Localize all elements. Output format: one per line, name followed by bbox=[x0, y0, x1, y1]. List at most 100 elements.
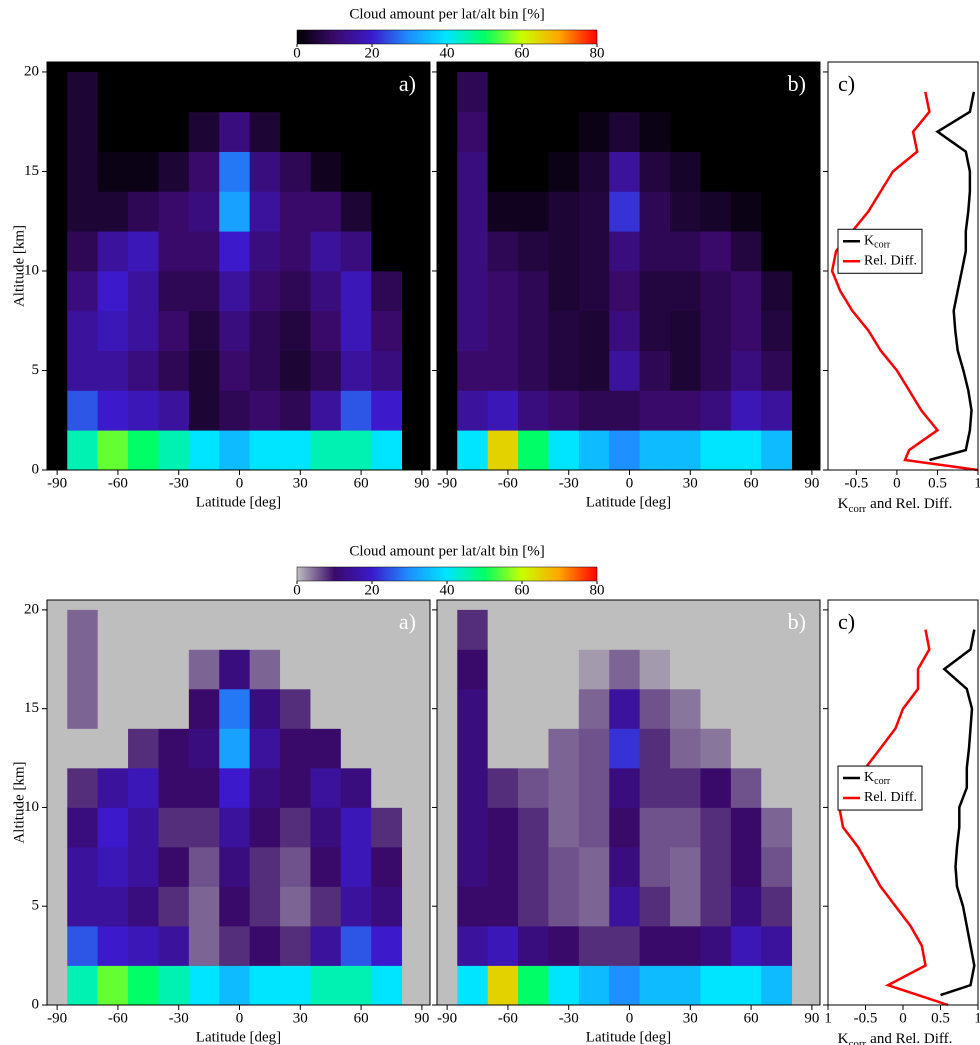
heatmap-cell bbox=[188, 925, 220, 966]
heatmap-cell bbox=[730, 649, 762, 690]
heatmap-cell bbox=[219, 649, 251, 690]
heatmap-cell bbox=[578, 649, 610, 690]
heatmap-cell bbox=[487, 390, 519, 431]
heatmap-cell bbox=[249, 925, 281, 966]
heatmap-cell bbox=[310, 965, 342, 1006]
heatmap-cell bbox=[188, 191, 220, 232]
heatmap-cell bbox=[639, 111, 671, 152]
x-axis-label-part: K bbox=[838, 496, 849, 512]
heatmap-cell bbox=[639, 270, 671, 312]
x-tick-label: -90 bbox=[47, 1010, 67, 1026]
heatmap-cell bbox=[700, 886, 732, 927]
x-axis-label: Latitude [deg] bbox=[196, 494, 281, 510]
heatmap-cell bbox=[670, 71, 701, 113]
x-axis-label: Kcorr and Rel. Diff. bbox=[838, 1031, 953, 1045]
x-tick-label: -30 bbox=[559, 475, 579, 491]
heatmap-cell bbox=[371, 807, 403, 848]
heatmap-cell bbox=[128, 886, 159, 927]
heatmap-cell bbox=[310, 231, 342, 272]
heatmap-cell bbox=[457, 390, 489, 431]
heatmap-cell bbox=[609, 231, 641, 272]
heatmap-cell bbox=[548, 350, 580, 391]
heatmap-cell bbox=[548, 767, 580, 808]
heatmap-cell bbox=[670, 767, 701, 808]
heatmap-cell bbox=[67, 688, 99, 729]
heatmap-cell bbox=[639, 390, 671, 431]
heatmap-cell bbox=[761, 728, 793, 769]
heatmap-cell bbox=[578, 191, 610, 232]
colorbar-title: Cloud amount per lat/alt bin [%] bbox=[349, 543, 544, 559]
heatmap-cell bbox=[97, 649, 129, 690]
x-tick-label: -30 bbox=[559, 1010, 579, 1026]
heatmap-cell bbox=[457, 231, 489, 272]
heatmap-cell bbox=[639, 310, 671, 351]
heatmap-cell bbox=[128, 390, 159, 431]
heatmap-cell bbox=[97, 191, 129, 232]
profile-line bbox=[929, 91, 976, 462]
heatmap-cell bbox=[670, 390, 701, 431]
heatmap-cell bbox=[730, 430, 762, 471]
heatmap-cell bbox=[188, 350, 220, 391]
heatmap-cell bbox=[730, 965, 762, 1006]
heatmap-cell bbox=[578, 231, 610, 272]
heatmap-cell bbox=[97, 430, 129, 471]
heatmap-cell bbox=[578, 846, 610, 887]
heatmap-cell bbox=[97, 270, 129, 312]
heatmap-cell bbox=[128, 767, 159, 808]
x-tick-label: 60 bbox=[744, 475, 759, 491]
heatmap-cell bbox=[578, 807, 610, 848]
heatmap-cell bbox=[249, 111, 281, 152]
heatmap-cell bbox=[700, 231, 732, 272]
heatmap-cell bbox=[578, 925, 610, 966]
heatmap-cell bbox=[371, 390, 403, 431]
x-axis-label-part: corr bbox=[848, 1038, 866, 1045]
heatmap-cell bbox=[487, 965, 519, 1006]
heatmap-cell bbox=[280, 609, 311, 650]
heatmap-cell bbox=[548, 111, 580, 152]
x-tick-label: -60 bbox=[108, 475, 128, 491]
heatmap-cell bbox=[219, 270, 251, 312]
heatmap-cell bbox=[639, 350, 671, 391]
heatmap-cell bbox=[639, 767, 671, 808]
y-tick-label: 10 bbox=[24, 799, 39, 815]
legend-box bbox=[837, 228, 923, 274]
heatmap-cell bbox=[340, 350, 372, 391]
heatmap-cell bbox=[219, 965, 251, 1006]
heatmap-cell bbox=[219, 728, 251, 769]
heatmap-cell bbox=[730, 310, 762, 351]
x-tick-label: 0 bbox=[236, 475, 244, 491]
heatmap-cell bbox=[730, 231, 762, 272]
heatmap-cell bbox=[219, 71, 251, 113]
y-axis-label: Altitude [km] bbox=[11, 761, 27, 843]
heatmap-cell bbox=[128, 111, 159, 152]
heatmap-cell bbox=[730, 767, 762, 808]
heatmap-cell bbox=[518, 231, 549, 272]
heatmap-cell bbox=[670, 846, 701, 887]
x-axis-label-part: and Rel. Diff. bbox=[870, 496, 952, 512]
heatmap-cell bbox=[548, 688, 580, 729]
heatmap-cell bbox=[578, 767, 610, 808]
heatmap-cell bbox=[457, 430, 489, 471]
heatmap-cell bbox=[639, 846, 671, 887]
heatmap-cell bbox=[518, 350, 549, 391]
heatmap-cell bbox=[158, 609, 190, 650]
y-tick-label: 5 bbox=[32, 898, 40, 914]
x-tick-label: -30 bbox=[169, 1010, 189, 1026]
heatmap-cell bbox=[219, 350, 251, 391]
heatmap-cell bbox=[97, 310, 129, 351]
y-tick-label: 15 bbox=[24, 700, 39, 716]
heatmap-cell bbox=[670, 111, 701, 152]
heatmap-cell bbox=[280, 430, 311, 471]
legend-subscript: corr bbox=[874, 240, 891, 251]
heatmap-cell bbox=[158, 728, 190, 769]
heatmap-cell bbox=[700, 688, 732, 729]
heatmap-cell bbox=[609, 688, 641, 729]
heatmap-cell bbox=[128, 925, 159, 966]
heatmap-cell bbox=[700, 846, 732, 887]
heatmap-cell bbox=[188, 310, 220, 351]
heatmap-cell bbox=[457, 728, 489, 769]
colorbar bbox=[296, 29, 598, 45]
heatmap-cell bbox=[188, 965, 220, 1006]
heatmap-cell bbox=[609, 846, 641, 887]
